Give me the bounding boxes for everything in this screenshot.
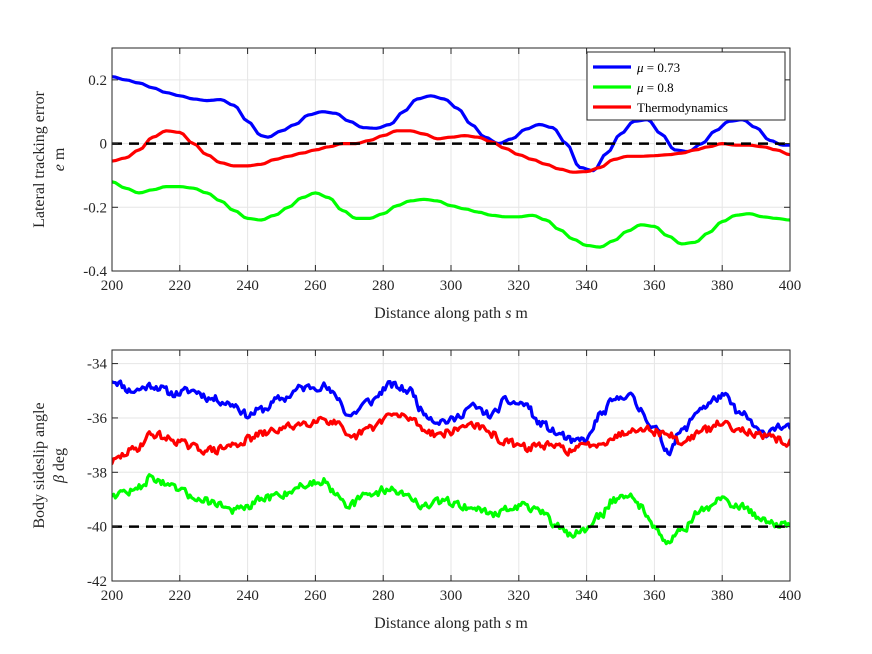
x-tick-label: 360 xyxy=(643,278,666,294)
x-tick-label: 320 xyxy=(508,278,531,294)
series-group xyxy=(112,75,790,249)
x-tick-label: 320 xyxy=(508,588,531,604)
bottom-panel: 200 220 240 260 280 300 320 340 360 380 400 -42 -40 -… xyxy=(31,349,802,632)
legend: μ = 0.73 μ = 0.8 Thermodynamics xyxy=(586,51,786,121)
y-axis-label: Body sideslip angle xyxy=(31,402,48,528)
legend-entry: Thermodynamics xyxy=(637,100,728,115)
x-tick-label: 240 xyxy=(236,278,259,294)
x-tick-label: 200 xyxy=(101,278,124,294)
x-tick-label: 300 xyxy=(440,278,463,294)
y-tick-label: -36 xyxy=(87,411,107,427)
x-tick-label: 280 xyxy=(372,278,395,294)
series-line-thermodynamics xyxy=(112,412,790,465)
x-tick-label: 380 xyxy=(711,278,734,294)
series-line-thermodynamics xyxy=(112,129,790,174)
y-tick-label: -0.4 xyxy=(83,264,107,280)
x-tick-label: 240 xyxy=(236,588,259,604)
x-tick-label: 280 xyxy=(372,588,395,604)
x-tick-label: 360 xyxy=(643,588,666,604)
y-tick-label: 0.2 xyxy=(88,73,107,89)
y-tick-label: -34 xyxy=(87,357,107,373)
y-tick-label: -38 xyxy=(87,465,107,481)
y-axis-label: Lateral tracking error xyxy=(31,90,48,227)
x-axis-label: Distance along path s m xyxy=(374,305,528,322)
y-tick-label: -0.2 xyxy=(83,200,107,216)
x-tick-label: 260 xyxy=(304,278,327,294)
x-tick-label: 380 xyxy=(711,588,734,604)
legend-entry: μ = 0.73 xyxy=(636,60,680,75)
x-tick-label: 300 xyxy=(440,588,463,604)
x-tick-label: 340 xyxy=(575,278,598,294)
x-tick-label: 220 xyxy=(169,278,192,294)
x-tick-label: 220 xyxy=(169,588,192,604)
y-tick-label: -40 xyxy=(87,520,107,536)
series-line--0-73 xyxy=(112,379,790,457)
x-tick-label: 260 xyxy=(304,588,327,604)
y-tick-label: 0 xyxy=(100,137,108,153)
y-tick-label: -42 xyxy=(87,574,107,590)
legend-entry: μ = 0.8 xyxy=(636,80,674,95)
top-panel: 200 220 240 260 280 300 320 340 360 380 400 -0.4 -0.… xyxy=(31,47,802,322)
y-axis-unit-label: e m xyxy=(51,147,68,171)
x-tick-label: 340 xyxy=(575,588,598,604)
x-tick-label: 400 xyxy=(779,278,802,294)
series-line--0-8 xyxy=(112,473,790,546)
x-tick-label: 200 xyxy=(101,588,124,604)
y-axis-unit-label: β deg xyxy=(51,448,68,484)
x-axis-label: Distance along path s m xyxy=(374,615,528,632)
series-line--0-73 xyxy=(112,75,790,173)
x-tick-label: 400 xyxy=(779,588,802,604)
series-line--0-8 xyxy=(112,180,790,249)
series-group xyxy=(112,379,790,546)
